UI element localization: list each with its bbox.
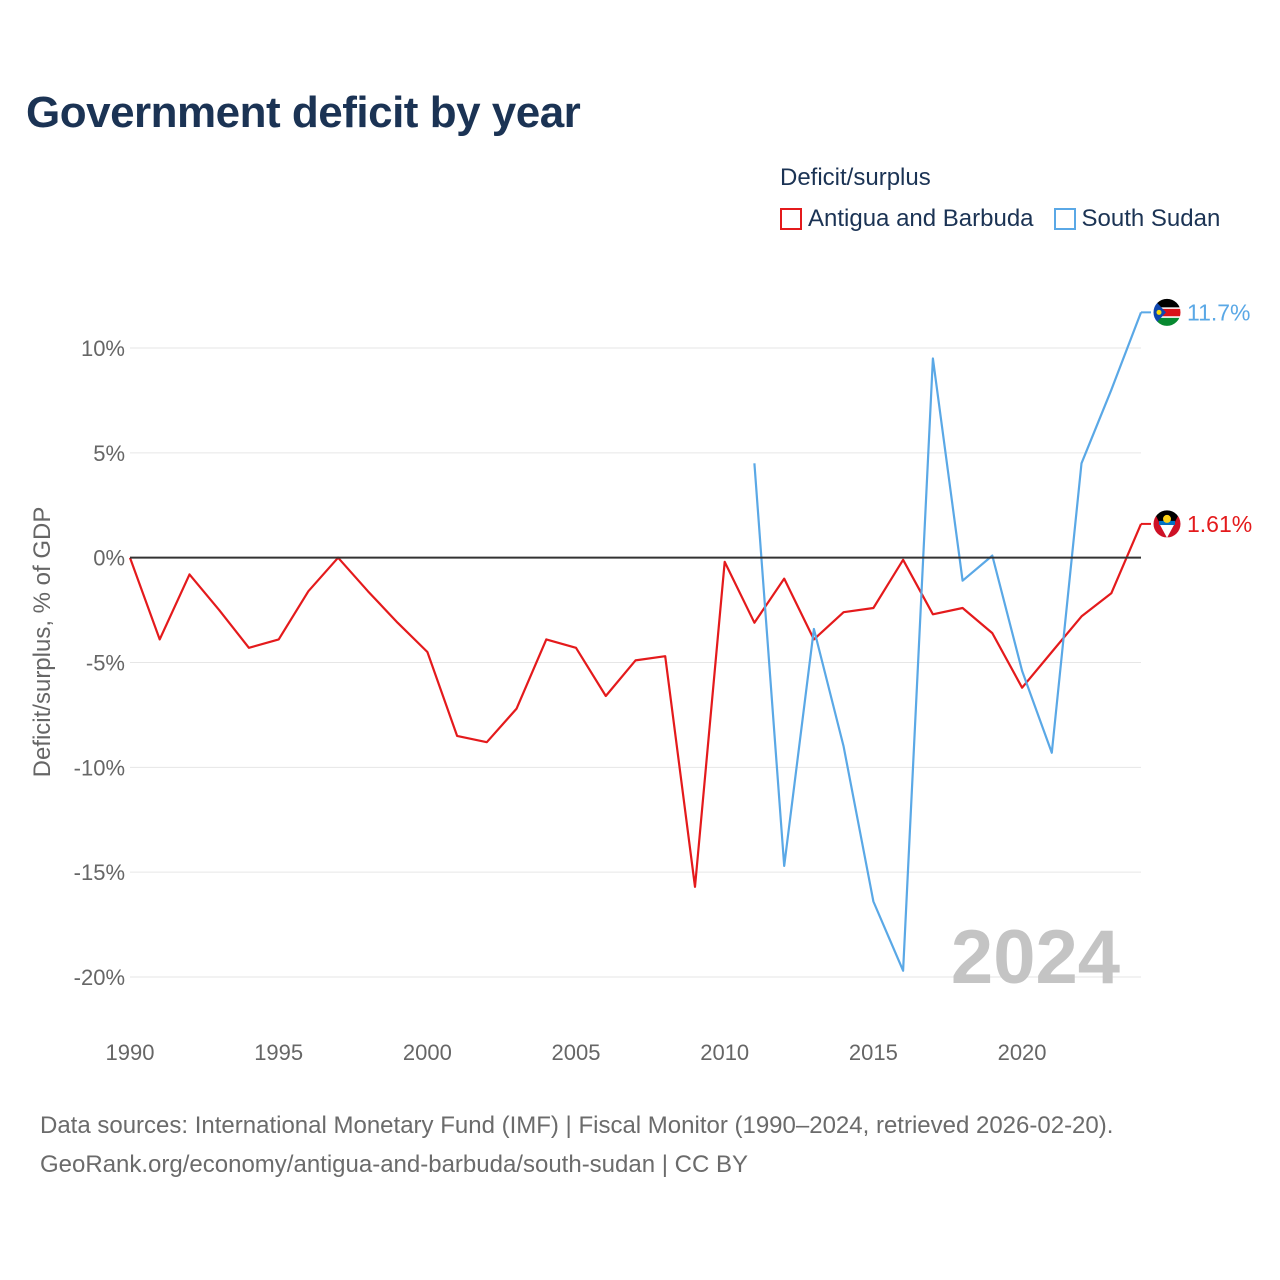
x-tick-label: 2015 [849, 1040, 898, 1065]
x-tick-label: 1995 [254, 1040, 303, 1065]
flag-body [1153, 298, 1181, 327]
flag-body [1153, 509, 1181, 538]
flag-white [1160, 524, 1174, 538]
flag-black [1153, 298, 1181, 309]
flag-icon-antigua [1152, 509, 1182, 539]
flag-star [1156, 309, 1162, 315]
x-tick-label: 2000 [403, 1040, 452, 1065]
flag-red [1153, 308, 1181, 317]
x-tick-label: 1990 [106, 1040, 155, 1065]
y-tick-label: 5% [93, 441, 125, 466]
end-label-south-sudan: 11.7% [1187, 299, 1251, 325]
y-tick-label: -15% [74, 860, 125, 885]
source-line-2: GeoRank.org/economy/antigua-and-barbuda/… [40, 1151, 748, 1178]
source-note: Data sources: International Monetary Fun… [40, 1106, 1113, 1184]
y-tick-label: 10% [81, 336, 125, 361]
legend-swatch-south-sudan [1053, 208, 1076, 230]
legend: Antigua and Barbuda South Sudan [780, 205, 1220, 233]
end-label-antigua: 1.61% [1187, 511, 1252, 537]
y-tick-label: -5% [86, 651, 125, 676]
x-tick-label: 2020 [998, 1040, 1047, 1065]
legend-item-south-sudan[interactable]: South Sudan [1053, 205, 1221, 233]
x-tick-label: 2005 [552, 1040, 601, 1065]
flag-white-1 [1153, 307, 1181, 309]
y-tick-label: -10% [74, 755, 125, 780]
flag-icon-south-sudan [1152, 297, 1182, 327]
flag-border [1152, 297, 1182, 327]
flag-green [1153, 317, 1181, 327]
flag-white-2 [1153, 316, 1181, 318]
chart-title: Government deficit by year [26, 88, 581, 137]
y-tick-label: -20% [74, 965, 125, 990]
source-line-1: Data sources: International Monetary Fun… [40, 1112, 1114, 1139]
series-line-south-sudan [753, 312, 1143, 972]
legend-swatch-antigua [780, 208, 802, 230]
year-watermark: 2024 [951, 915, 1120, 1000]
legend-label-antigua: Antigua and Barbuda [808, 205, 1034, 232]
y-tick-label: 0% [93, 546, 125, 571]
x-tick-label: 2010 [700, 1040, 749, 1065]
flag-sun [1163, 514, 1171, 523]
legend-title: Deficit/surplus [780, 164, 931, 191]
legend-item-antigua[interactable]: Antigua and Barbuda [780, 205, 1034, 233]
flag-border [1152, 509, 1182, 539]
y-axis-label: Deficit/surplus, % of GDP [29, 507, 56, 778]
legend-label-south-sudan: South Sudan [1081, 205, 1221, 232]
series-line-antigua [128, 523, 1143, 888]
